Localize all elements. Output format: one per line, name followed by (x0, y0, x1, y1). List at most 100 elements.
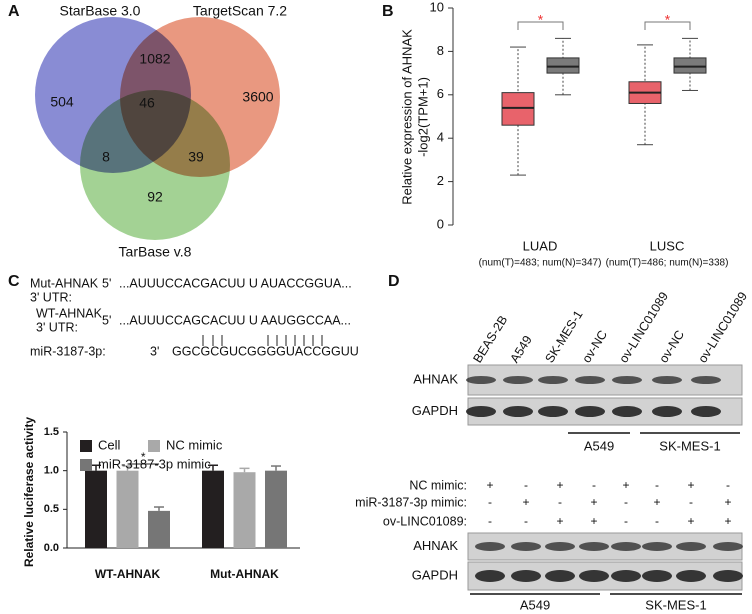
y-tick-label: 4 (437, 130, 444, 145)
y-tick-label: 0.0 (44, 542, 59, 554)
blot-band (538, 376, 568, 384)
blot-band (466, 376, 496, 384)
blot-band (575, 406, 605, 417)
seq-name: Mut-AHNAK (30, 276, 99, 290)
blot-band (503, 406, 533, 417)
condition-sign: + (687, 514, 694, 528)
blot-band (503, 376, 533, 384)
condition-sign: - (624, 495, 628, 509)
bar (202, 470, 224, 548)
seq-end: 3' (150, 344, 159, 358)
venn-region-count: 3600 (242, 89, 273, 105)
x-tick-label: LUSC (650, 238, 685, 253)
bar (233, 472, 256, 548)
seq-name: WT-AHNAK (36, 306, 103, 320)
y-axis-label: Relative luciferase activity (22, 417, 36, 567)
blot-band (579, 570, 609, 582)
seq: GGCGCGUCGGGGUACCGGUU (172, 344, 359, 358)
x-tick-note: (num(T)=483; num(N)=347) (479, 258, 602, 269)
venn-set-label: TarBase v.8 (119, 244, 192, 260)
blot-band (466, 406, 496, 417)
seq-sub: 3' UTR: (36, 320, 78, 334)
blot-row-label: GAPDH (412, 403, 458, 418)
y-axis-label: Relative expression of AHNAK (399, 29, 414, 205)
venn-region-count: 8 (102, 149, 110, 165)
condition-sign: + (724, 495, 731, 509)
seq-sub: 3' UTR: (30, 290, 72, 304)
panel-label: C (8, 273, 20, 290)
blot-band (545, 570, 575, 582)
lane-label: ov-NC (579, 328, 610, 365)
condition-sign: - (624, 514, 628, 528)
blot-band (475, 542, 505, 551)
significance-bracket (644, 21, 691, 30)
lane-label: ov-NC (656, 328, 687, 365)
blot-band (713, 542, 743, 551)
condition-sign: - (655, 478, 659, 492)
condition-label: ov-LINC01089: (383, 514, 467, 528)
y-tick-label: 1.0 (44, 465, 59, 477)
blot-band (538, 406, 568, 417)
condition-sign: - (524, 514, 528, 528)
blot-band (511, 570, 541, 582)
y-tick-label: 10 (430, 0, 444, 14)
box (501, 92, 535, 126)
legend-label: NC mimic (166, 437, 223, 452)
significance-star: * (538, 12, 544, 28)
x-tick-note: (num(T)=486; num(N)=338) (606, 258, 729, 269)
blot-band (611, 542, 641, 551)
venn-set-label: StarBase 3.0 (60, 3, 141, 19)
condition-sign: - (524, 478, 528, 492)
condition-sign: + (590, 495, 597, 509)
seq: ...AUUUCCACGACUU U AUACCGGUA... (119, 276, 352, 290)
condition-sign: - (689, 495, 693, 509)
blot-band (642, 542, 672, 551)
blot-band (579, 542, 609, 551)
blot-band (575, 376, 605, 384)
y-tick-label: 0 (437, 216, 444, 231)
blot-band (652, 376, 682, 384)
blot-band (676, 570, 706, 582)
box (546, 57, 580, 74)
venn-region-count: 46 (139, 95, 155, 111)
venn-region-count: 1082 (139, 51, 170, 67)
blot-band (691, 406, 721, 417)
legend-label: miR-3187-3p mimic (98, 456, 211, 471)
x-tick-label: Mut-AHNAK (210, 567, 279, 581)
lane-label: BEAS-2B (470, 313, 510, 365)
box (673, 57, 707, 74)
blot-band (713, 570, 743, 582)
panel-label: A (8, 3, 20, 20)
blot-band (676, 542, 706, 551)
group-label: A549 (520, 597, 550, 612)
venn-set-label: TargetScan 7.2 (193, 3, 287, 19)
y-tick-label: 6 (437, 86, 444, 101)
seq-end: 5' (102, 276, 111, 290)
legend-swatch (80, 459, 92, 471)
condition-label: NC mimic: (409, 478, 467, 492)
condition-sign: - (488, 514, 492, 528)
condition-sign: + (556, 478, 563, 492)
blot-band (691, 376, 721, 384)
condition-sign: + (653, 495, 660, 509)
significance-star: * (141, 450, 146, 464)
group-label: SK-MES-1 (659, 438, 720, 453)
condition-sign: - (488, 495, 492, 509)
seq-name: miR-3187-3p: (30, 344, 106, 358)
condition-sign: - (558, 495, 562, 509)
seq-end: 5' (102, 313, 111, 327)
seq: ...AUUUCCAGCACUU U AAUGGCCAA... (119, 313, 351, 327)
legend-swatch (148, 440, 160, 452)
blot-band (475, 570, 505, 582)
venn-region-count: 92 (147, 189, 163, 205)
condition-label: miR-3187-3p mimic: (355, 495, 467, 509)
blot-row-label: GAPDH (412, 567, 458, 582)
lane-label: A549 (507, 333, 534, 365)
panel-label: B (382, 3, 394, 20)
condition-sign: - (592, 478, 596, 492)
condition-sign: - (655, 514, 659, 528)
y-tick-label: 2 (437, 173, 444, 188)
group-label: SK-MES-1 (645, 597, 706, 612)
panel-label: D (388, 273, 400, 290)
